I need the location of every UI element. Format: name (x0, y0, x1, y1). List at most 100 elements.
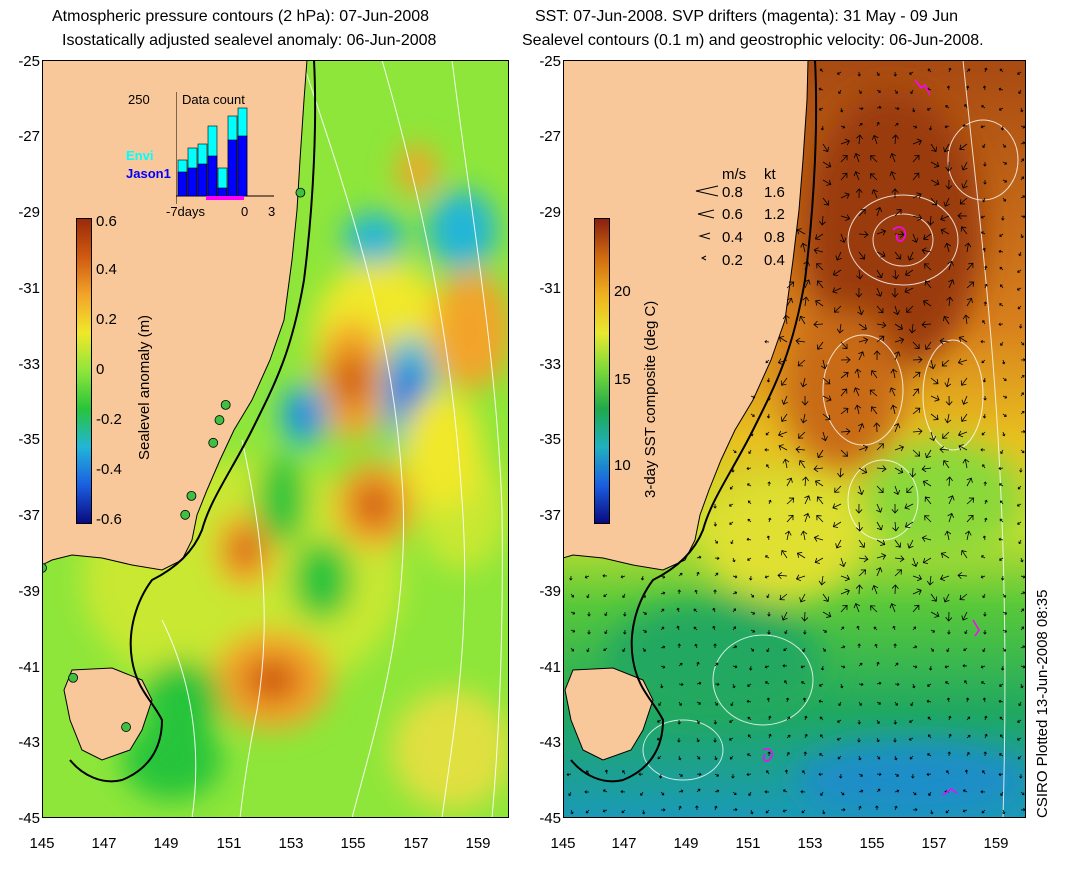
velocity-vector (784, 530, 792, 541)
velocity-vector (658, 773, 663, 779)
velocity-vector (764, 790, 770, 794)
velocity-vector (930, 809, 934, 815)
velocity-vector (780, 377, 788, 386)
velocity-vector (714, 805, 718, 811)
velocity-vector (876, 251, 886, 258)
velocity-vector (750, 431, 754, 437)
velocity-vector (623, 629, 627, 635)
velocity-vector (858, 805, 862, 811)
velocity-vector (660, 645, 666, 649)
vel-legend-kt: 1.6 (764, 184, 785, 201)
velocity-vector (876, 71, 880, 77)
velocity-vector (966, 497, 975, 505)
right-x-tick: 155 (859, 835, 885, 852)
velocity-vector (927, 68, 932, 73)
velocity-vector (1002, 593, 1006, 598)
velocity-vector (908, 737, 914, 741)
velocity-vector (840, 214, 851, 221)
velocity-vector (764, 340, 770, 344)
velocity-vector (876, 772, 882, 777)
sst-colorbar (594, 218, 610, 524)
velocity-vector (912, 626, 917, 631)
velocity-vector (786, 716, 791, 721)
velocity-vector (894, 323, 903, 331)
velocity-vector (714, 789, 720, 793)
velocity-vector (960, 377, 968, 386)
velocity-vector (894, 789, 900, 793)
tasmania (63, 667, 153, 761)
velocity-vector (858, 122, 863, 127)
velocity-vector (764, 575, 770, 579)
velocity-vector (946, 770, 950, 775)
velocity-vector (766, 413, 771, 419)
velocity-vector (874, 643, 878, 649)
left-title-line2: Isostatically adjusted sealevel anomaly:… (62, 32, 437, 49)
vel-legend-ms: 0.2 (722, 252, 743, 269)
velocity-vector (858, 231, 869, 238)
velocity-vector (930, 395, 940, 402)
velocity-vector (1002, 647, 1006, 652)
velocity-vector (960, 413, 968, 422)
velocity-vector (966, 514, 974, 523)
right-y-tick: -37 (539, 507, 561, 524)
velocity-vector (813, 320, 824, 328)
velocity-vector (981, 431, 986, 436)
velocity-vector (939, 574, 950, 582)
velocity-vector (894, 444, 905, 452)
credit-text: CSIRO Plotted 13-Jun-2008 08:35 (1034, 589, 1051, 818)
left-y-tick: -25 (18, 53, 40, 70)
velocity-vector (870, 406, 878, 415)
velocity-vector (980, 448, 986, 452)
cbar-left-tick: 0 (96, 361, 105, 378)
velocity-vector (944, 377, 952, 388)
velocity-vector (712, 625, 716, 631)
velocity-vector (693, 626, 698, 631)
velocity-vector (966, 477, 973, 487)
velocity-vector (1020, 449, 1025, 454)
velocity-vector (782, 314, 790, 325)
velocity-vector (822, 395, 832, 402)
velocity-vector (894, 755, 898, 761)
velocity-vector (930, 611, 940, 618)
velocity-vector (999, 683, 1004, 687)
velocity-vector (732, 645, 738, 649)
velocity-vector (857, 643, 861, 649)
velocity-vector (696, 681, 702, 685)
velocity-vector (981, 105, 986, 109)
velocity-vector (746, 537, 752, 542)
velocity-vector (944, 125, 950, 129)
velocity-vector (981, 359, 986, 364)
velocity-vector (765, 809, 770, 814)
velocity-vector (873, 422, 881, 433)
sst-map[interactable] (563, 60, 1026, 818)
velocity-vector (778, 336, 788, 343)
velocity-vector (927, 753, 932, 757)
velocity-vector (876, 121, 880, 127)
velocity-vector (768, 733, 772, 739)
vel-legend-ms: 0.6 (722, 206, 743, 223)
velocity-vector (873, 350, 881, 361)
velocity-vector (983, 481, 987, 487)
velocity-vector (930, 629, 936, 633)
velocity-vector (912, 808, 918, 812)
velocity-vector (927, 683, 932, 687)
velocity-vector (944, 242, 951, 253)
velocity-vector (569, 575, 573, 581)
velocity-vector (876, 719, 880, 724)
velocity-vector (855, 287, 863, 298)
velocity-vector (840, 428, 851, 436)
velocity-vector (713, 589, 717, 595)
velocity-vector (822, 809, 826, 815)
velocity-vector (766, 377, 771, 383)
velocity-vector (982, 697, 987, 703)
velocity-vector (799, 593, 806, 603)
velocity-vector (905, 269, 914, 277)
velocity-vector (966, 68, 971, 73)
velocity-vector (818, 107, 824, 111)
velocity-vector (795, 574, 806, 582)
velocity-vector (779, 593, 788, 601)
velocity-vector (944, 530, 952, 541)
velocity-vector (999, 68, 1004, 73)
left-y-tick: -37 (18, 507, 40, 524)
velocity-vector (587, 629, 591, 635)
